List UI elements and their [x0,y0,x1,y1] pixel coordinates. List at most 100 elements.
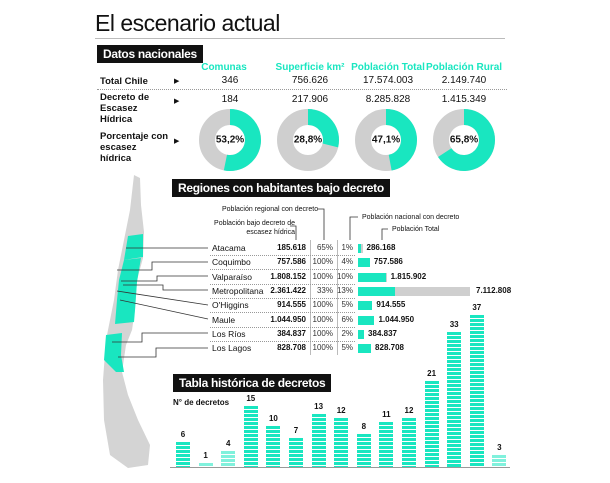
region-decree-pop: 914.555 [277,300,306,310]
region-total-pop: 7.112.808 [476,285,512,295]
divider [210,326,355,328]
region-total-pop: 828.708 [375,343,404,353]
region-name: Maule [212,314,236,325]
legend-total: Población Total [392,226,440,233]
arrow-icon: ▶ [174,138,180,145]
history-bar [243,405,258,467]
value: 756.626 [291,75,329,86]
donut-2 [277,109,339,171]
history-bar-label: 13 [314,401,324,411]
donut-1 [199,109,261,171]
divider [210,283,355,285]
donut-arc [223,109,261,171]
region-south [104,333,124,372]
title-divider [95,38,505,39]
divider [97,89,507,90]
region-decree-pop: 185.618 [277,243,306,252]
region-regional-pct: 33% [316,285,333,295]
history-bar [289,438,303,467]
region-total-pop: 1.815.902 [390,271,427,281]
history-bar [492,454,507,467]
history-label: Tabla histórica de decretos [173,374,332,392]
region-regional-pct: 100% [312,271,333,281]
history-bar-label: 6 [180,430,186,440]
row-label-decreto: Decreto de Escasez Hídrica [100,92,150,125]
history-bar [311,413,326,467]
history-bar-label: 12 [336,405,346,415]
column-divider [310,240,311,355]
region-national-pct: 5% [341,300,353,310]
region-national-pct: 6% [341,314,353,324]
region-national-pct: 2% [341,328,353,338]
region-name: Los Lagos [212,343,252,354]
region-regional-pct: 100% [312,314,333,324]
divider [210,312,355,314]
region-name: Atacama [212,243,246,253]
history-bar-label: 12 [404,405,414,415]
region-central [115,258,141,324]
donut-label: 65,8% [449,134,479,146]
legend-national: Población nacional con decreto [362,214,460,221]
region-regional-pct: 100% [312,257,333,267]
region-decree-pop: 384.837 [277,328,306,338]
divider [210,269,355,271]
history-bar [198,462,213,467]
donut-arc [385,109,417,171]
history-bar [469,315,484,467]
history-bar [334,417,349,467]
history-bar [379,421,394,467]
value: 17.574.003 [362,75,414,86]
history-bar [176,442,190,467]
region-total-pop: 914.555 [376,300,406,310]
region-name: O'Higgins [212,300,249,311]
region-national-pct: 5% [341,343,353,353]
leader-lines [112,247,209,358]
page-title: El escenario actual [95,10,280,36]
value: 184 [221,94,239,105]
legend-pop-decree: Población bajo decreto de escasez hídric… [214,220,295,236]
value: 1.415.349 [441,94,487,105]
divider [210,255,355,256]
y-axis-label: N° de decretos [173,398,230,407]
region-name: Metropolitana [212,285,264,296]
row-label-total-chile: Total Chile [100,76,148,87]
region-regional-pct: 100% [312,300,333,310]
donut-label: 28,8% [293,134,323,146]
region-regional-pct: 100% [312,343,333,353]
history-bar-label: 4 [225,438,231,448]
region-decree-pop: 828.708 [277,343,306,353]
region-total-bar [358,286,470,296]
region-name: Valparaíso [212,271,253,282]
region-national-pct: 10% [336,271,353,281]
region-name: Coquimbo [212,257,251,268]
value: 217.906 [291,94,329,105]
history-bar-label: 11 [382,409,391,419]
donut-charts [199,109,495,171]
region-total-pop: 286.168 [366,243,396,252]
history-bar [356,434,371,467]
chart-baseline [170,467,510,468]
divider [210,340,355,342]
region-decree-bar [358,258,370,268]
history-bar-label: 1 [203,450,208,460]
header-comunas: Comunas [201,62,247,73]
region-decree-pop: 1.044.950 [270,314,306,324]
divider [210,297,355,299]
region-national-pct: 13% [336,285,353,295]
history-bar [266,426,281,467]
history-bar [424,380,439,467]
history-bar-label: 3 [497,442,502,452]
history-bar-label: 21 [427,368,437,378]
history-bar-label: 37 [472,303,482,313]
region-decree-bar [358,272,387,282]
region-decree-bar [358,244,361,253]
regions-label: Regiones con habitantes bajo decreto [172,179,390,197]
value: 8.285.828 [365,94,411,105]
donut-arc [438,109,495,171]
header-poblacion-rural: Población Rural [425,62,503,73]
value: 346 [221,75,239,86]
region-decree-bar [358,286,396,296]
